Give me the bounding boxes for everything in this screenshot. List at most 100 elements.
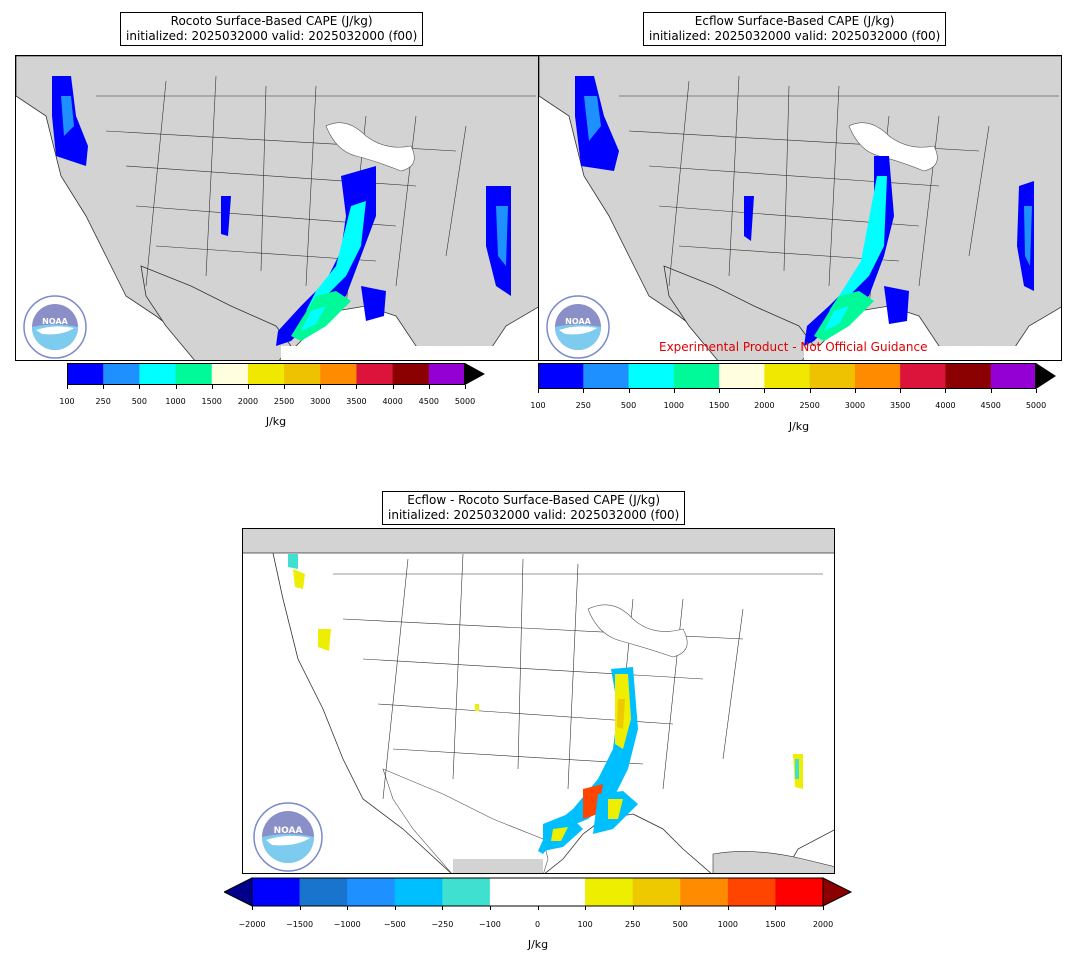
colorbar-extend-low xyxy=(224,877,253,907)
colorbar-tick-mark xyxy=(252,906,253,910)
colorbar-tick-label: −100 xyxy=(478,920,501,929)
colorbar-swatches xyxy=(224,877,853,907)
colorbar-tick-mark xyxy=(632,906,634,910)
colorbar-extend-high xyxy=(822,877,853,907)
experimental-watermark: Experimental Product - Not Official Guid… xyxy=(659,340,928,354)
colorbar-swatch xyxy=(537,878,586,906)
land-mass xyxy=(16,56,538,360)
colorbar-swatch xyxy=(67,363,104,385)
colorbar-tick-label: 1000 xyxy=(717,920,739,929)
colorbar-tick-mark xyxy=(428,385,430,389)
colorbar-tick-label: −500 xyxy=(383,920,406,929)
cape-colorbar-ecflow: 100 250 500 1000 1500 2000 2500 3000 3500 4000 450… xyxy=(530,363,1062,438)
colorbar-tick-label: 3000 xyxy=(844,401,866,410)
colorbar-extend-arrow xyxy=(465,363,485,385)
colorbar-tick-mark xyxy=(583,389,585,393)
colorbar-swatch xyxy=(252,878,301,906)
colorbar-swatch xyxy=(299,878,348,906)
colorbar-tick-label: 4500 xyxy=(418,397,439,406)
colorbar-swatches xyxy=(67,363,485,385)
colorbar-tick-mark xyxy=(538,389,539,393)
svg-text:NOAA: NOAA xyxy=(42,317,68,326)
colorbar-tick-mark xyxy=(211,385,213,389)
colorbar-swatch xyxy=(775,878,824,906)
colorbar-swatch xyxy=(632,878,681,906)
map-difference: NOAA xyxy=(242,528,835,874)
colorbar-tick-label: 4000 xyxy=(935,401,956,410)
colorbar-tick-mark xyxy=(775,906,777,910)
colorbar-tick-label: 2500 xyxy=(799,401,820,410)
colorbar-tick-label: 3500 xyxy=(889,401,911,410)
colorbar-tick-label: 4000 xyxy=(382,397,403,406)
map-rocoto: NOAA xyxy=(15,55,539,361)
colorbar-swatch xyxy=(247,363,285,385)
colorbar-tick-label: −250 xyxy=(431,920,454,929)
panel-title: Ecflow Surface-Based CAPE (J/kg) initial… xyxy=(643,12,947,46)
colorbar-swatch xyxy=(428,363,466,385)
colorbar-tick-mark xyxy=(320,385,322,389)
colorbar-swatch xyxy=(284,363,321,385)
colorbar-swatch xyxy=(727,878,776,906)
colorbar-tick-mark xyxy=(585,906,587,910)
map-canvas xyxy=(539,56,1061,360)
difference-colorbar: −2000 −1500 −1000 −500 −250 −100 0 100 250 500 100… xyxy=(224,876,854,956)
colorbar-swatch xyxy=(103,363,140,385)
title-line-1: Ecflow - Rocoto Surface-Based CAPE (J/kg… xyxy=(407,493,661,507)
colorbar-tick-label: 100 xyxy=(59,397,75,406)
colorbar-tick-mark xyxy=(809,389,811,393)
title-line-2: initialized: 2025032000 valid: 202503200… xyxy=(126,29,418,43)
land-mass xyxy=(539,56,1061,360)
colorbar-tick-mark xyxy=(442,906,444,910)
colorbar-tick-label: 2000 xyxy=(754,401,775,410)
colorbar-tick-label: 250 xyxy=(95,397,111,406)
colorbar-tick-label: 1500 xyxy=(765,920,786,929)
colorbar-tick-mark xyxy=(394,906,396,910)
colorbar-tick-mark xyxy=(537,906,539,910)
great-lakes xyxy=(325,122,415,172)
map-canvas xyxy=(16,56,538,360)
colorbar-unit: J/kg xyxy=(265,415,287,428)
colorbar-tick-label: 1500 xyxy=(201,397,222,406)
colorbar-swatch xyxy=(680,878,729,906)
colorbar-tick-mark xyxy=(139,385,141,389)
cuba xyxy=(712,851,834,873)
colorbar-swatch xyxy=(809,363,856,389)
colorbar-swatch xyxy=(764,363,811,389)
colorbar-tick-label: 2500 xyxy=(273,397,295,406)
colorbar-tick-label: 250 xyxy=(575,401,591,410)
colorbar-swatch xyxy=(211,363,249,385)
colorbar-unit: J/kg xyxy=(527,938,549,951)
colorbar-ticks: −2000 −1500 −1000 −500 −250 −100 0 100 250 500 100… xyxy=(224,906,854,929)
colorbar-tick-mark xyxy=(284,385,286,389)
colorbar-tick-mark xyxy=(103,385,105,389)
title-line-2: initialized: 2025032000 valid: 202503200… xyxy=(649,29,941,43)
colorbar-tick-label: 3000 xyxy=(310,397,331,406)
colorbar-swatch xyxy=(945,363,992,389)
colorbar-tick-mark xyxy=(67,385,68,389)
colorbar-tick-label: 250 xyxy=(625,920,641,929)
map-ecflow: NOAA Experimental Product - Not Official… xyxy=(538,55,1062,361)
colorbar-tick-label: 4500 xyxy=(980,401,1001,410)
colorbar-swatch xyxy=(900,363,946,389)
state-boundaries xyxy=(333,553,823,810)
colorbar-tick-mark xyxy=(823,906,824,910)
colorbar-swatch xyxy=(139,363,177,385)
colorbar-tick-label: −1500 xyxy=(286,920,314,929)
colorbar-tick-label: 500 xyxy=(131,397,147,406)
cape-colorbar-rocoto: 100 250 500 1000 1500 2000 2500 3000 3500 4000 450… xyxy=(59,363,487,433)
colorbar-swatches xyxy=(538,363,1056,389)
colorbar-swatch xyxy=(175,363,213,385)
colorbar-tick-mark xyxy=(854,389,856,393)
great-lakes xyxy=(587,604,688,658)
colorbar-tick-mark xyxy=(680,906,682,910)
cape-field xyxy=(52,76,511,346)
panel-title: Ecflow - Rocoto Surface-Based CAPE (J/kg… xyxy=(382,491,686,525)
colorbar-tick-label: 0 xyxy=(534,920,541,929)
colorbar-swatch xyxy=(583,363,630,389)
colorbar-tick-label: 1000 xyxy=(663,401,684,410)
great-lakes xyxy=(848,122,938,172)
title-line-1: Ecflow Surface-Based CAPE (J/kg) xyxy=(694,14,895,28)
colorbar-tick-label: 100 xyxy=(530,401,546,410)
colorbar-swatch xyxy=(320,363,357,385)
colorbar-tick-label: 5000 xyxy=(1025,401,1047,410)
